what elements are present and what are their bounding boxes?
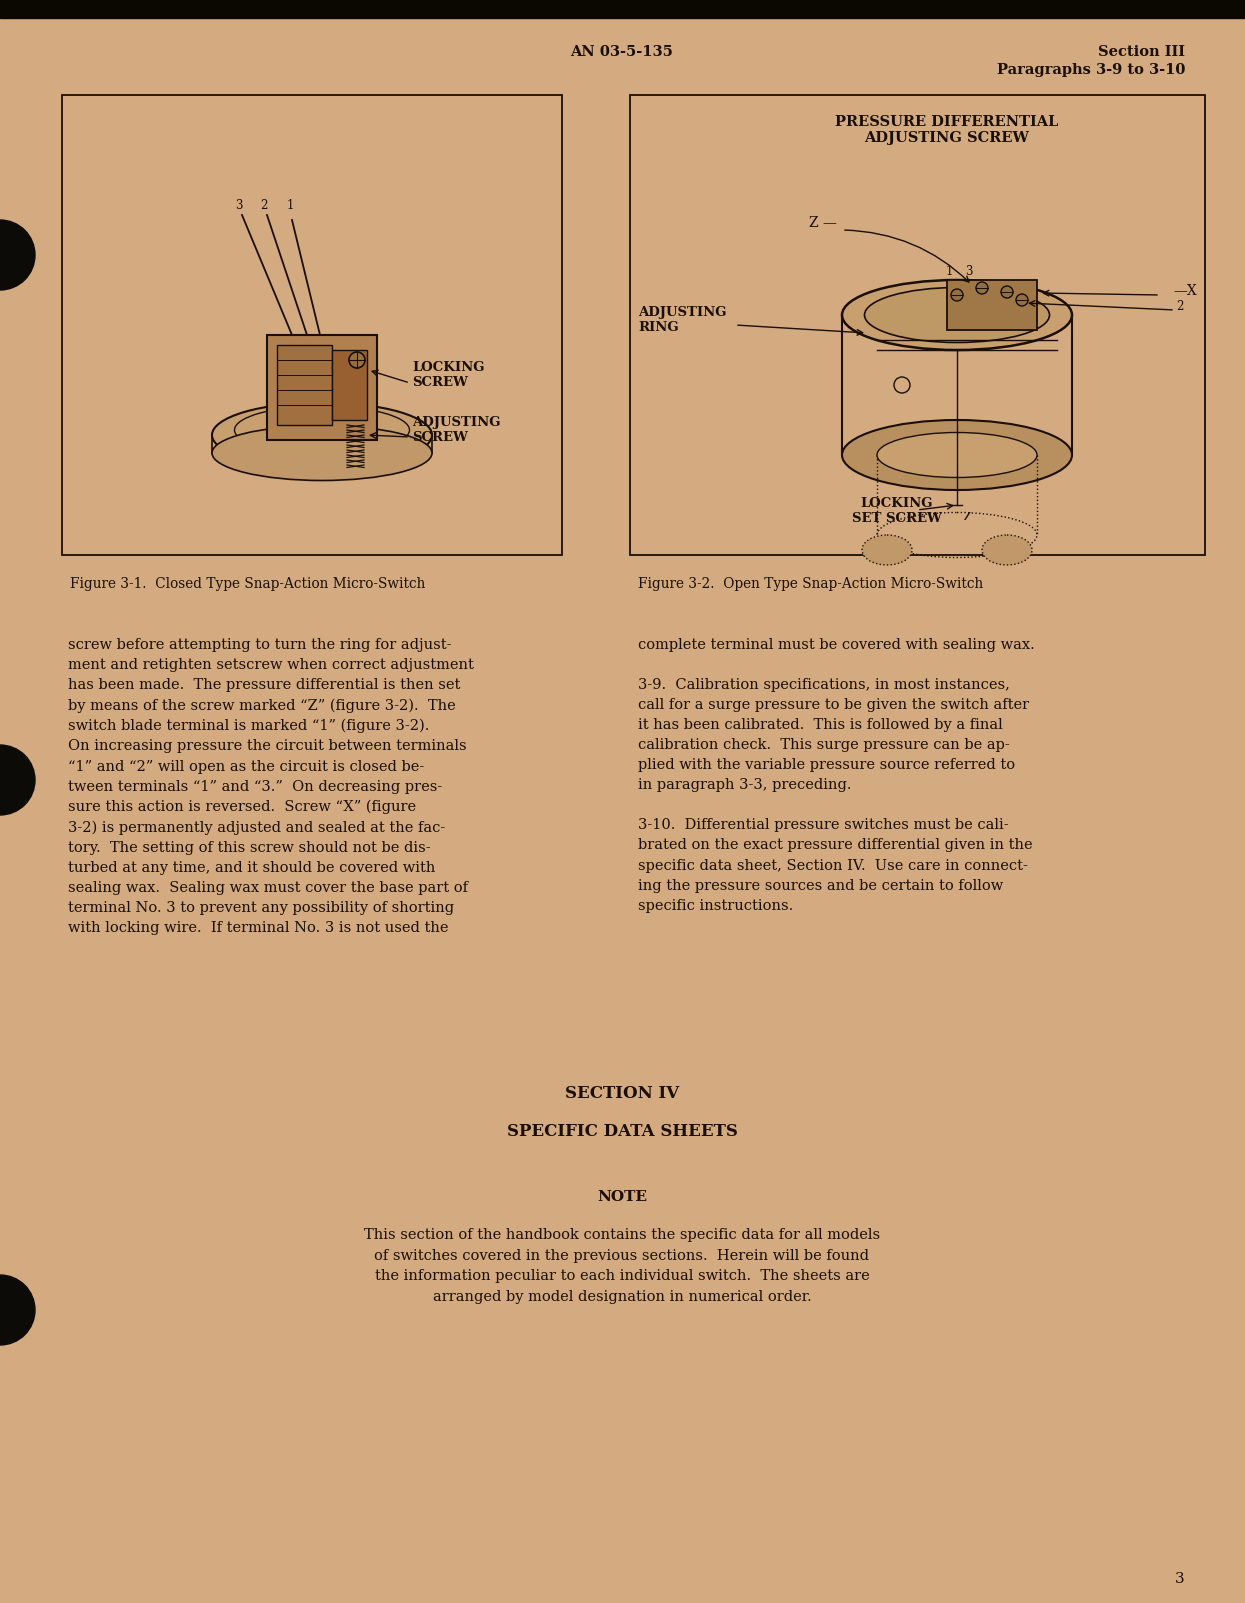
Text: 1: 1: [286, 199, 294, 212]
Text: PRESSURE DIFFERENTIAL
ADJUSTING SCREW: PRESSURE DIFFERENTIAL ADJUSTING SCREW: [835, 115, 1058, 146]
Ellipse shape: [212, 425, 432, 481]
Bar: [332, 349, 367, 420]
Text: 3: 3: [965, 264, 972, 277]
Ellipse shape: [876, 433, 1037, 478]
Text: ⁄⁄: ⁄⁄: [965, 511, 969, 523]
Text: Paragraphs 3-9 to 3-10: Paragraphs 3-9 to 3-10: [997, 63, 1185, 77]
Ellipse shape: [234, 406, 410, 454]
Bar: [62, 95, 561, 555]
Text: 1: 1: [945, 264, 952, 277]
Ellipse shape: [982, 535, 1032, 564]
Bar: [947, 281, 1037, 330]
Text: 2: 2: [260, 199, 268, 212]
Text: screw before attempting to turn the ring for adjust-
ment and retighten setscrew: screw before attempting to turn the ring…: [68, 638, 474, 935]
Text: 3: 3: [235, 199, 243, 212]
Text: —X: —X: [1173, 284, 1196, 298]
Circle shape: [1016, 293, 1028, 306]
Text: Section III: Section III: [1098, 45, 1185, 59]
Circle shape: [0, 1274, 35, 1345]
Text: 2: 2: [1177, 300, 1184, 313]
Text: SECTION IV: SECTION IV: [565, 1085, 679, 1101]
Ellipse shape: [862, 535, 913, 564]
Text: Z —: Z —: [809, 216, 837, 229]
Bar: [276, 345, 332, 425]
Circle shape: [1001, 285, 1013, 298]
Circle shape: [976, 282, 989, 293]
Bar: [630, 95, 1205, 555]
Text: Figure 3-1.  Closed Type Snap-Action Micro-Switch: Figure 3-1. Closed Type Snap-Action Micr…: [70, 577, 426, 592]
Circle shape: [349, 353, 365, 369]
Text: LOCKING
SCREW: LOCKING SCREW: [412, 361, 484, 390]
Text: This section of the handbook contains the specific data for all models
of switch: This section of the handbook contains th…: [364, 1228, 880, 1303]
Ellipse shape: [212, 402, 432, 468]
Circle shape: [951, 289, 962, 301]
Circle shape: [0, 220, 35, 290]
Text: LOCKING
SET SCREW: LOCKING SET SCREW: [852, 497, 942, 526]
Ellipse shape: [842, 281, 1072, 349]
Circle shape: [0, 745, 35, 814]
Text: AN 03-5-135: AN 03-5-135: [570, 45, 674, 59]
Ellipse shape: [842, 420, 1072, 491]
Text: Figure 3-2.  Open Type Snap-Action Micro-Switch: Figure 3-2. Open Type Snap-Action Micro-…: [637, 577, 984, 592]
Text: NOTE: NOTE: [598, 1189, 647, 1204]
Text: complete terminal must be covered with sealing wax.

3-9.  Calibration specifica: complete terminal must be covered with s…: [637, 638, 1035, 912]
Text: 3: 3: [1175, 1573, 1185, 1585]
Bar: [0, 0, 1245, 18]
Text: ADJUSTING
SCREW: ADJUSTING SCREW: [412, 417, 500, 444]
Bar: [266, 335, 377, 439]
Text: SPECIFIC DATA SHEETS: SPECIFIC DATA SHEETS: [507, 1124, 737, 1140]
Text: ADJUSTING
RING: ADJUSTING RING: [637, 306, 727, 333]
Ellipse shape: [864, 287, 1050, 343]
